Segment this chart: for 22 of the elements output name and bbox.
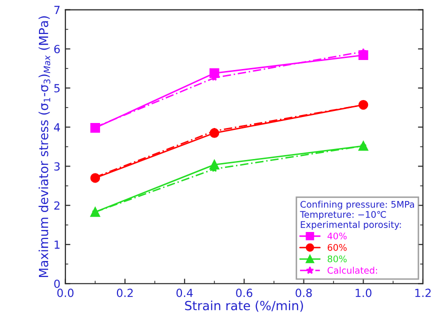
x-tick-label: 1.2 xyxy=(415,288,431,297)
x-tick-label: 1.0 xyxy=(356,288,372,298)
legend-label: 40% xyxy=(328,232,347,240)
x-tick-label: 0.2 xyxy=(116,288,133,298)
y-tick-label: 1 xyxy=(54,240,60,249)
x-tick-label: 0.4 xyxy=(176,288,193,298)
legend-title: Confining pressure: 5MPa Tempreture: −10℃ Experimental porosity: xyxy=(300,200,414,230)
y-tick-label: 5 xyxy=(54,84,60,92)
y-tick-label: 6 xyxy=(54,44,60,54)
y-tick-label: 0 xyxy=(54,280,60,288)
y-tick-label: 4 xyxy=(54,123,60,132)
legend-label: 60% xyxy=(328,244,347,251)
legend-label: 80% xyxy=(328,255,347,262)
x-tick-label: 0.6 xyxy=(236,288,252,298)
y-tick-label: 7 xyxy=(54,6,60,14)
x-tick-label: 0.0 xyxy=(57,288,74,298)
legend-label: Calculated: xyxy=(328,266,377,274)
x-axis-title: Strain rate (%/min) xyxy=(185,300,303,312)
x-tick-label: 0.8 xyxy=(296,288,312,298)
y-axis-title: Maximum deviator stress (σ$_{1}$-σ$_{3}$)$_{Max}$ (MPa) xyxy=(38,16,50,278)
y-tick-label: 2 xyxy=(54,201,60,210)
y-tick-label: 3 xyxy=(54,162,60,171)
